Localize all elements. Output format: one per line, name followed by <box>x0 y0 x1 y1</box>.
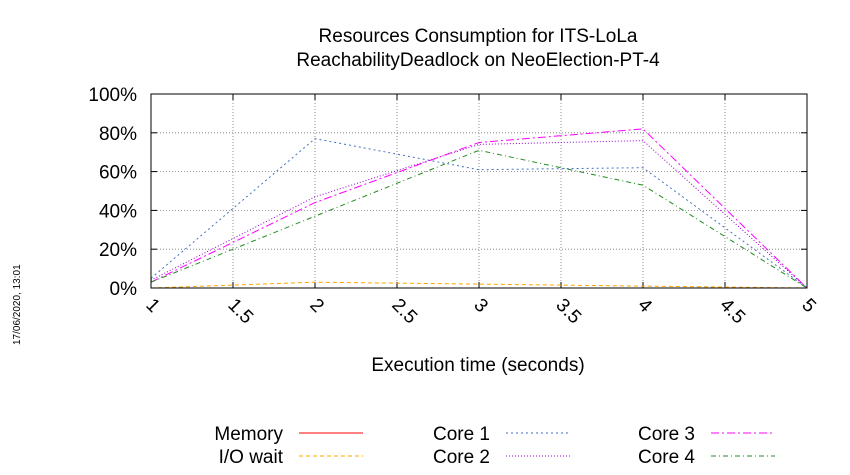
y-tick-label: 80% <box>99 124 137 145</box>
x-tick-label: 5 <box>797 295 819 317</box>
y-tick-label: 60% <box>99 163 137 184</box>
series-line-i-o-wait <box>150 281 808 289</box>
series-line-core-4 <box>150 149 808 289</box>
grid-layer <box>150 93 808 289</box>
y-tick-label: 100% <box>88 85 137 106</box>
legend-label: Core 1 <box>433 424 490 445</box>
x-tick-label: 2 <box>305 295 327 317</box>
x-axis-label: Execution time (seconds) <box>371 355 584 376</box>
x-tick-label: 3 <box>469 295 491 317</box>
y-tick-label: 20% <box>99 240 137 261</box>
x-tick-label: 2.5 <box>387 295 421 329</box>
y-tick-label: 40% <box>99 201 137 222</box>
x-tick-label: 1.5 <box>223 295 257 329</box>
legend-label: I/O wait <box>219 447 284 468</box>
chart-title-line-2: ReachabilityDeadlock on NeoElection-PT-4 <box>296 50 660 71</box>
y-tick-label: 0% <box>110 279 138 300</box>
tick-layer: 0% 20% 40% 60% 80% 100% 1 1.5 2 2.5 3 3.5 4 4.5 5 <box>88 85 819 328</box>
legend-label: Core 4 <box>638 447 695 468</box>
legend-label: Core 3 <box>638 424 695 445</box>
x-tick-label: 4 <box>633 295 656 318</box>
plot-frame <box>150 93 808 289</box>
x-tick-label: 3.5 <box>551 295 585 329</box>
legend-label: Core 2 <box>433 447 490 468</box>
legend-label: Memory <box>214 424 283 445</box>
x-tick-label: 1 <box>141 295 163 317</box>
x-tick-label: 4.5 <box>715 295 749 329</box>
chart-title-line-1: Resources Consumption for ITS-LoLa <box>319 26 638 47</box>
series-line-core-3 <box>150 128 808 289</box>
